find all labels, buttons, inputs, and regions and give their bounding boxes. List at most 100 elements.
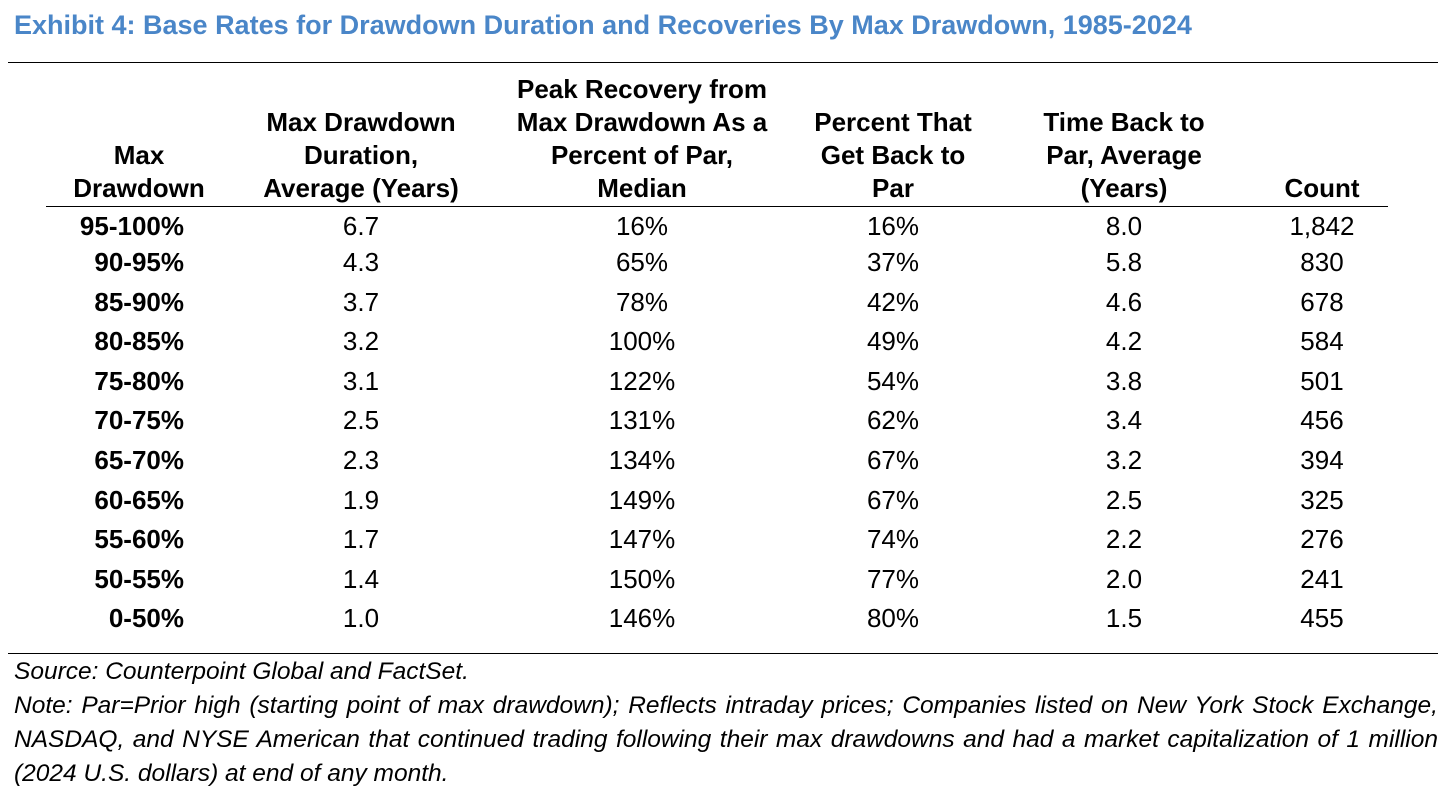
- header-max-drawdown-duration: Max Drawdown Duration, Average (Years): [232, 73, 490, 207]
- source-note: Source: Counterpoint Global and FactSet.: [14, 658, 469, 685]
- time-back-cell: 5.8: [1105, 247, 1143, 277]
- time-back-cell: 2.0: [1105, 563, 1143, 594]
- percent-back-cell: 74%: [866, 524, 920, 555]
- percent-back-cell: 67%: [866, 444, 920, 475]
- percent-back-cell: 37%: [866, 247, 920, 277]
- percent-back-cell: 67%: [866, 484, 920, 515]
- peak-recovery-cell: 100%: [608, 326, 676, 357]
- count-cell: 830: [1300, 247, 1344, 277]
- time-back-cell: 3.2: [1105, 444, 1143, 475]
- header-time-back-to-par: Time Back to Par, Average (Years): [992, 73, 1256, 207]
- header-line: Par: [872, 173, 914, 203]
- table-row: 0-50% 1.0 146% 80% 1.5 455: [46, 603, 1388, 643]
- table-row: 50-55% 1.4 150% 77% 2.0 241: [46, 564, 1388, 604]
- count-cell: 325: [1300, 484, 1344, 515]
- table-row: 60-65% 1.9 149% 67% 2.5 325: [46, 485, 1388, 525]
- peak-recovery-cell: 146%: [608, 603, 676, 634]
- header-line: Max: [113, 140, 165, 170]
- max-drawdown-cell: 55-60%: [94, 524, 184, 555]
- duration-cell: 3.7: [342, 286, 380, 317]
- header-line: Time Back to: [1043, 107, 1205, 137]
- table-row: 75-80% 3.1 122% 54% 3.8 501: [46, 366, 1388, 406]
- duration-cell: 1.7: [342, 524, 380, 555]
- time-back-cell: 2.2: [1105, 524, 1143, 555]
- duration-cell: 4.3: [342, 247, 380, 277]
- header-line: Max Drawdown As a: [516, 107, 768, 137]
- header-line: Get Back to: [820, 140, 966, 170]
- count-cell: 394: [1300, 444, 1344, 475]
- table-row: 80-85% 3.2 100% 49% 4.2 584: [46, 326, 1388, 366]
- time-back-cell: 8.0: [1105, 211, 1143, 241]
- count-cell: 456: [1300, 405, 1344, 436]
- count-cell: 276: [1300, 524, 1344, 555]
- peak-recovery-cell: 134%: [608, 444, 676, 475]
- percent-back-cell: 54%: [866, 365, 920, 396]
- table-row: 65-70% 2.3 134% 67% 3.2 394: [46, 445, 1388, 485]
- duration-cell: 1.4: [342, 563, 380, 594]
- table-row: 95-100% 6.7 16% 16% 8.0 1,842: [46, 207, 1388, 248]
- time-back-cell: 1.5: [1105, 603, 1143, 634]
- header-line: Duration,: [303, 140, 419, 170]
- duration-cell: 1.0: [342, 603, 380, 634]
- header-line: Peak Recovery from: [516, 74, 768, 104]
- header-line: Average (Years): [263, 173, 459, 203]
- duration-cell: 3.2: [342, 326, 380, 357]
- max-drawdown-cell: 65-70%: [94, 444, 184, 475]
- peak-recovery-cell: 78%: [615, 286, 669, 317]
- peak-recovery-cell: 150%: [608, 563, 676, 594]
- peak-recovery-cell: 16%: [615, 211, 669, 241]
- header-peak-recovery: Peak Recovery from Max Drawdown As a Per…: [490, 73, 794, 207]
- header-line: Max Drawdown: [266, 107, 456, 137]
- table-row: 90-95% 4.3 65% 37% 5.8 830: [46, 247, 1388, 287]
- table-row: 85-90% 3.7 78% 42% 4.6 678: [46, 287, 1388, 327]
- max-drawdown-cell: 60-65%: [94, 484, 184, 515]
- methodology-note: Note: Par=Prior high (starting point of …: [14, 692, 1438, 787]
- header-row: Max Drawdown Max Drawdown Duration, Aver…: [46, 73, 1388, 207]
- header-line: Count: [1284, 173, 1360, 203]
- header-count: Count: [1256, 73, 1388, 207]
- header-line: Percent of Par,: [550, 140, 734, 170]
- percent-back-cell: 77%: [866, 563, 920, 594]
- max-drawdown-cell: 85-90%: [94, 286, 184, 317]
- max-drawdown-cell: 50-55%: [94, 563, 184, 594]
- duration-cell: 2.5: [342, 405, 380, 436]
- header-line: Drawdown: [73, 173, 205, 203]
- peak-recovery-cell: 147%: [608, 524, 676, 555]
- percent-back-cell: 42%: [866, 286, 920, 317]
- header-line: Percent That: [814, 107, 972, 137]
- duration-cell: 1.9: [342, 484, 380, 515]
- percent-back-cell: 62%: [866, 405, 920, 436]
- count-cell: 1,842: [1289, 211, 1355, 241]
- header-max-drawdown: Max Drawdown: [46, 73, 232, 207]
- count-cell: 678: [1300, 286, 1344, 317]
- time-back-cell: 3.8: [1105, 365, 1143, 396]
- max-drawdown-cell: 75-80%: [94, 365, 184, 396]
- bottom-divider: [8, 653, 1438, 654]
- max-drawdown-cell: 80-85%: [94, 326, 184, 357]
- time-back-cell: 4.6: [1105, 286, 1143, 317]
- header-line: (Years): [1080, 173, 1168, 203]
- time-back-cell: 2.5: [1105, 484, 1143, 515]
- peak-recovery-cell: 131%: [608, 405, 676, 436]
- count-cell: 455: [1300, 603, 1344, 634]
- header-line: Median: [597, 173, 687, 203]
- max-drawdown-cell: 70-75%: [94, 405, 184, 436]
- header-percent-back-to-par: Percent That Get Back to Par: [794, 73, 992, 207]
- duration-cell: 6.7: [342, 211, 380, 241]
- peak-recovery-cell: 65%: [615, 247, 669, 277]
- exhibit-title: Exhibit 4: Base Rates for Drawdown Durat…: [14, 10, 1192, 40]
- top-divider: [8, 62, 1438, 63]
- time-back-cell: 4.2: [1105, 326, 1143, 357]
- peak-recovery-cell: 149%: [608, 484, 676, 515]
- duration-cell: 3.1: [342, 365, 380, 396]
- peak-recovery-cell: 122%: [608, 365, 676, 396]
- percent-back-cell: 16%: [866, 211, 920, 241]
- max-drawdown-cell: 95-100%: [79, 211, 184, 241]
- max-drawdown-cell: 90-95%: [94, 247, 184, 277]
- table-row: 55-60% 1.7 147% 74% 2.2 276: [46, 524, 1388, 564]
- count-cell: 501: [1300, 365, 1344, 396]
- time-back-cell: 3.4: [1105, 405, 1143, 436]
- table-row: 70-75% 2.5 131% 62% 3.4 456: [46, 405, 1388, 445]
- header-line: Par, Average: [1046, 140, 1202, 170]
